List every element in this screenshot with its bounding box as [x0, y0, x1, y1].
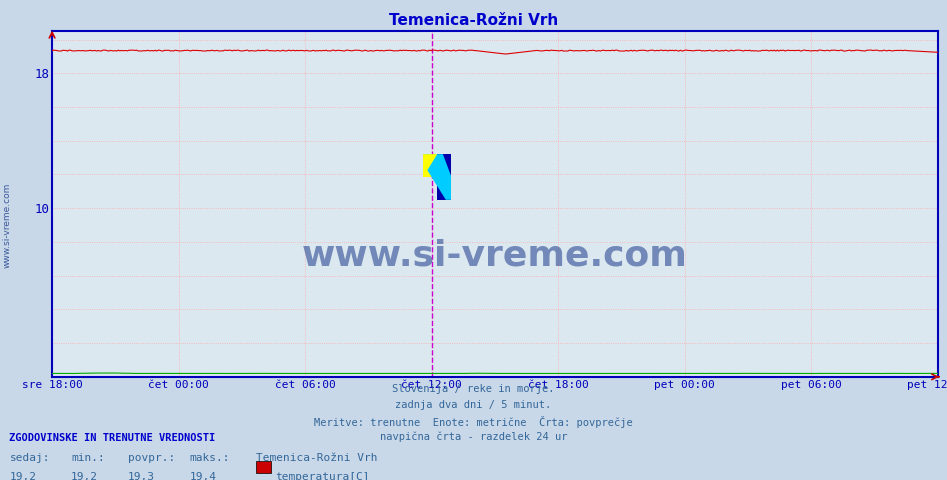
- Text: ZGODOVINSKE IN TRENUTNE VREDNOSTI: ZGODOVINSKE IN TRENUTNE VREDNOSTI: [9, 433, 216, 443]
- Polygon shape: [438, 154, 452, 200]
- Bar: [423, 154, 438, 177]
- Text: 19,3: 19,3: [128, 472, 155, 480]
- Text: 19,2: 19,2: [9, 472, 37, 480]
- Text: Slovenija / reke in morje.: Slovenija / reke in morje.: [392, 384, 555, 394]
- Text: sedaj:: sedaj:: [9, 453, 50, 463]
- Text: 19,4: 19,4: [189, 472, 217, 480]
- Bar: [438, 177, 452, 200]
- Text: min.:: min.:: [71, 453, 105, 463]
- Text: navpična črta - razdelek 24 ur: navpična črta - razdelek 24 ur: [380, 432, 567, 442]
- Polygon shape: [423, 154, 438, 177]
- Text: 19,2: 19,2: [71, 472, 98, 480]
- Text: Temenica-Rožni Vrh: Temenica-Rožni Vrh: [389, 13, 558, 28]
- Text: maks.:: maks.:: [189, 453, 230, 463]
- Polygon shape: [423, 154, 452, 200]
- Text: www.si-vreme.com: www.si-vreme.com: [302, 239, 688, 273]
- Text: Meritve: trenutne  Enote: metrične  Črta: povprečje: Meritve: trenutne Enote: metrične Črta: …: [314, 416, 633, 428]
- Bar: [438, 154, 452, 177]
- Text: zadnja dva dni / 5 minut.: zadnja dva dni / 5 minut.: [396, 400, 551, 410]
- Text: www.si-vreme.com: www.si-vreme.com: [3, 183, 12, 268]
- Text: temperatura[C]: temperatura[C]: [276, 472, 370, 480]
- Text: Temenica-Rožni Vrh: Temenica-Rožni Vrh: [256, 453, 377, 463]
- Text: povpr.:: povpr.:: [128, 453, 175, 463]
